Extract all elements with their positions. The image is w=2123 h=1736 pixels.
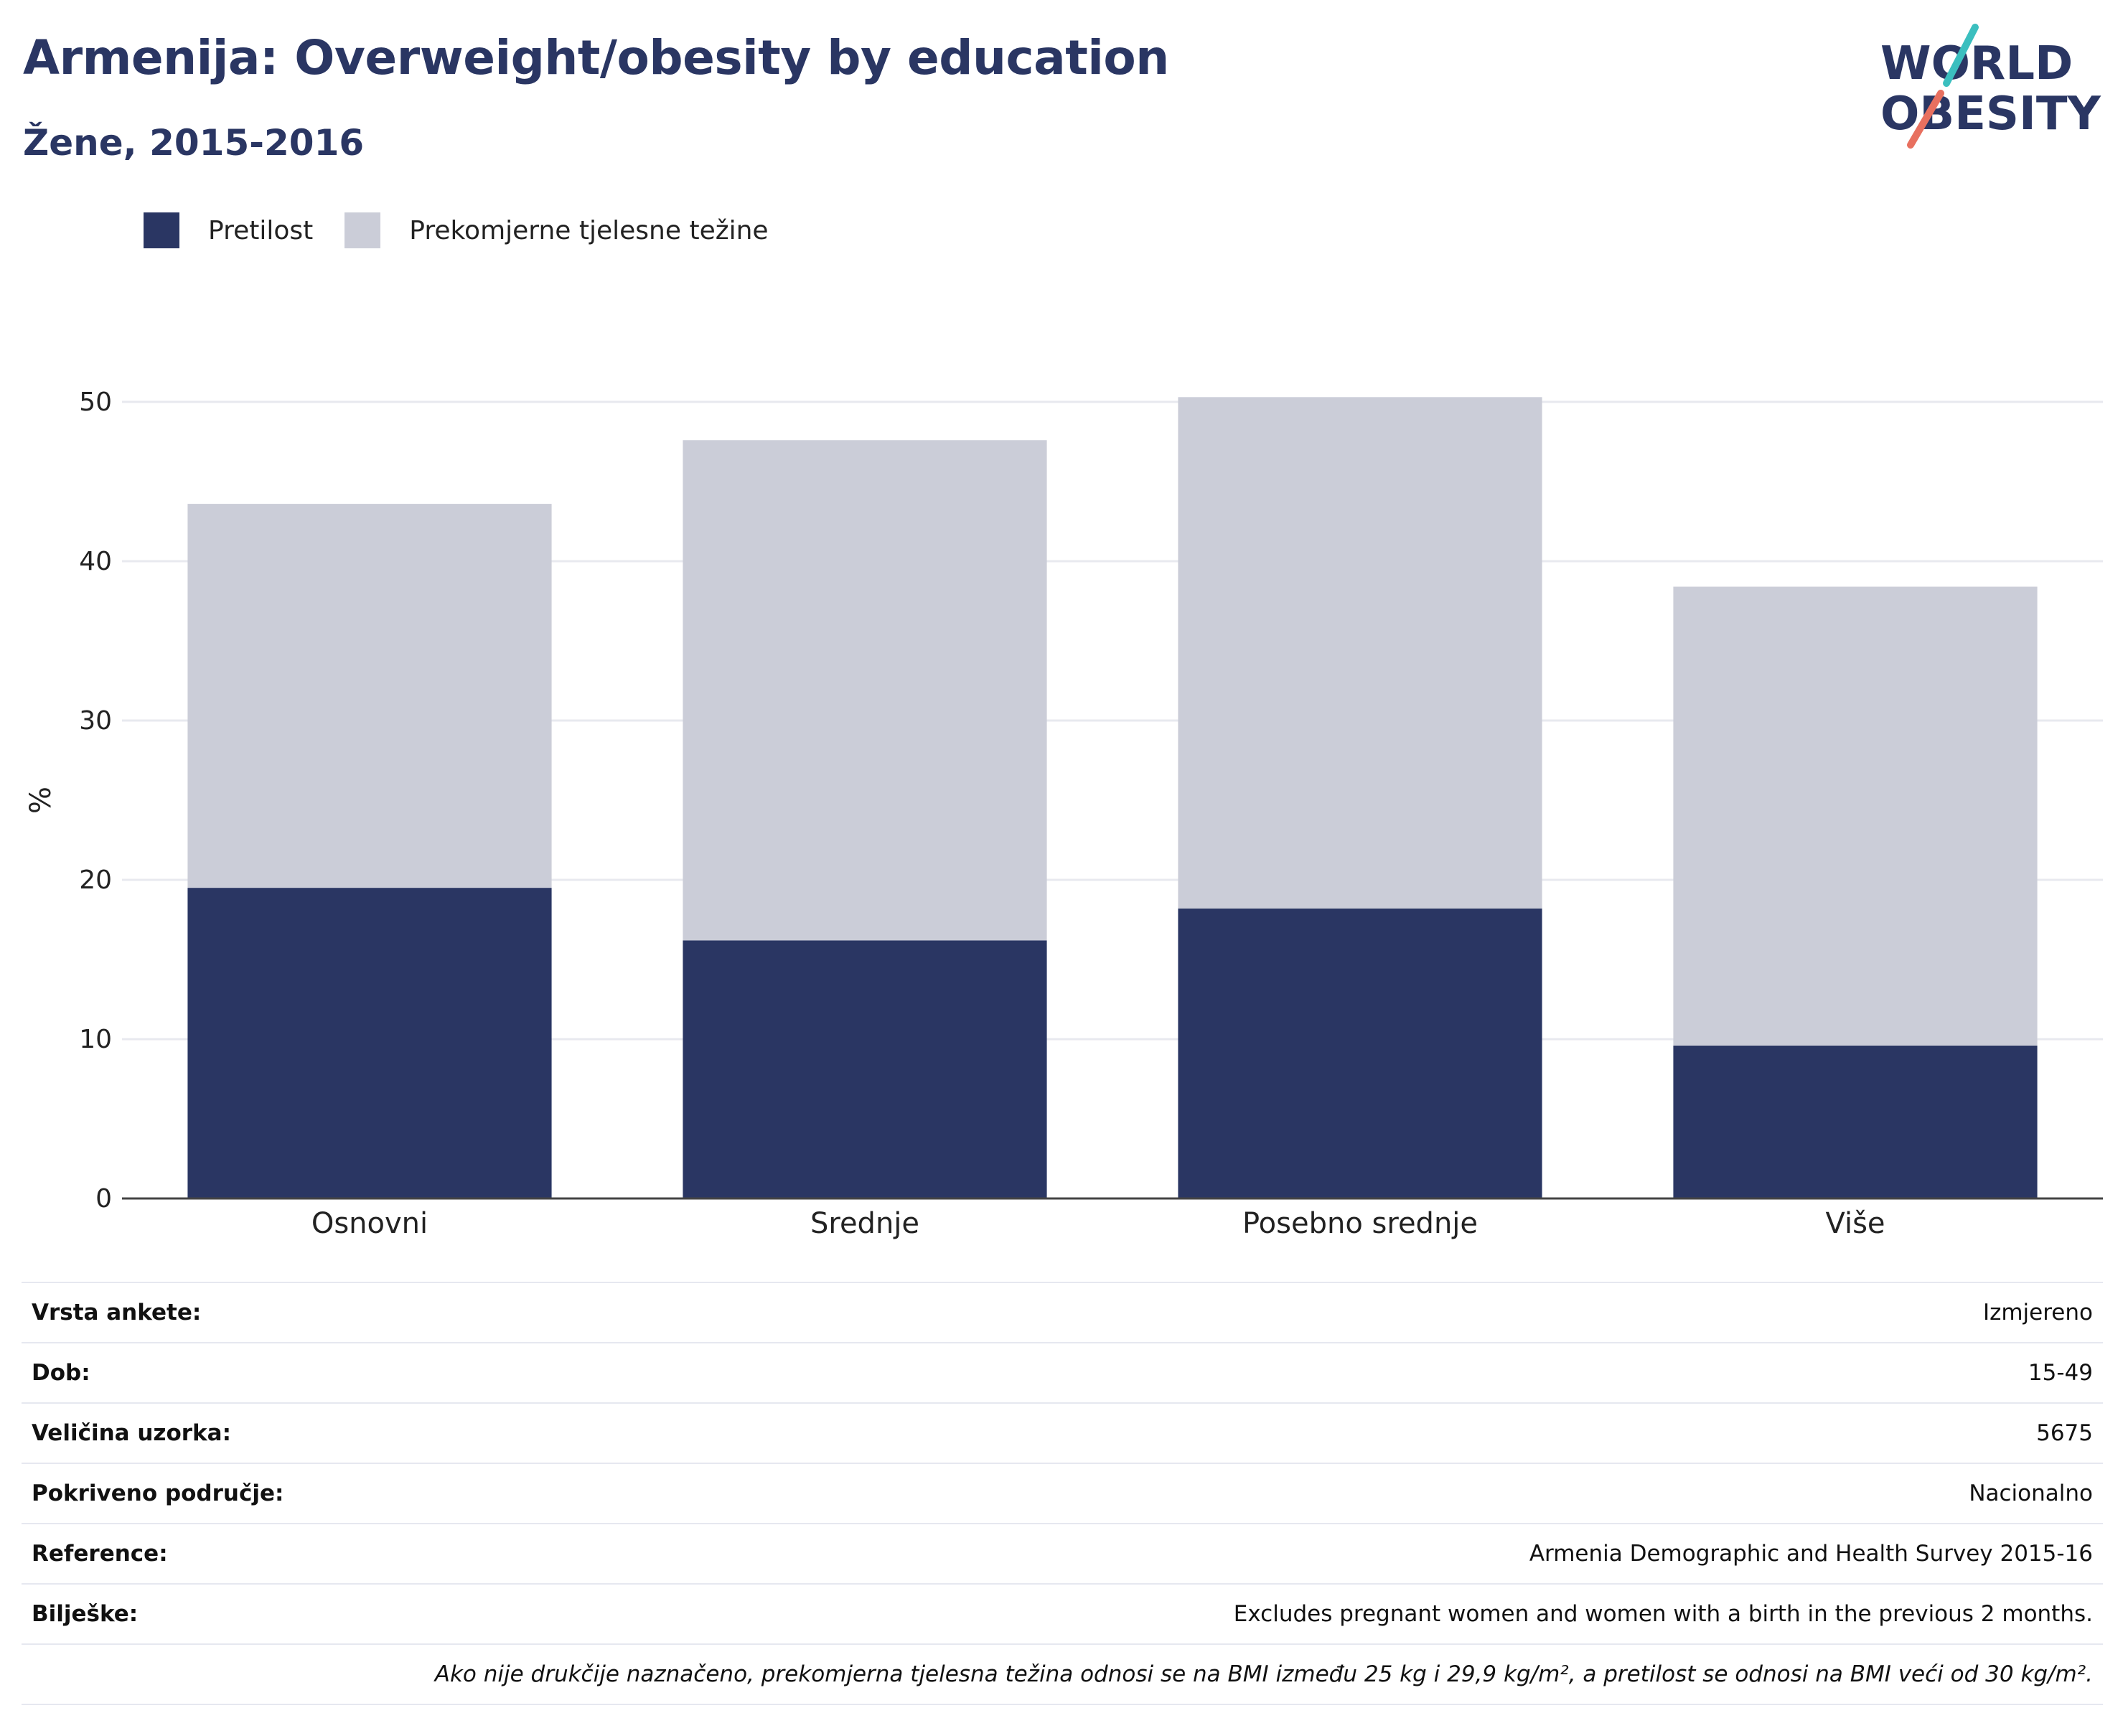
bar-prekomjerne <box>1673 586 2038 1046</box>
info-row-notes: Bilješke: Excludes pregnant women and wo… <box>22 1584 2103 1645</box>
info-value: Armenia Demographic and Health Survey 20… <box>513 1524 2103 1585</box>
chart-title: Armenija: Overweight/obesity by educatio… <box>23 30 1169 85</box>
info-label: Bilješke: <box>22 1584 514 1645</box>
info-label: Vrsta ankete: <box>22 1282 514 1343</box>
stacked-bar-chart: 0 10 20 30 40 50% Osnovni Srednje Posebno srednj… <box>24 388 2103 1240</box>
bar-pretilost <box>1178 908 1542 1198</box>
x-tick-label: Srednje <box>810 1207 919 1240</box>
info-label: Reference: <box>22 1524 514 1585</box>
info-row-area: Pokriveno područje: Nacionalno <box>22 1463 2103 1524</box>
legend-item-pretilost[interactable]: Pretilost <box>144 212 313 248</box>
info-label: Pokriveno područje: <box>22 1463 514 1524</box>
footnote: Ako nije drukčije naznačeno, prekomjerna… <box>22 1644 2103 1705</box>
chart-legend: Pretilost Prekomjerne tjelesne težine <box>144 212 800 248</box>
bar-pretilost <box>683 940 1047 1198</box>
logo-line1: WORLD <box>1880 37 2073 90</box>
y-axis-label: % <box>24 787 57 814</box>
info-value: 15-49 <box>513 1343 2103 1404</box>
bar-prekomjerne <box>683 440 1047 941</box>
bar-pretilost <box>187 888 552 1198</box>
legend-swatch-pretilost <box>144 212 179 248</box>
info-value: Nacionalno <box>513 1463 2103 1524</box>
info-label: Dob: <box>22 1343 514 1404</box>
legend-label-pretilost: Pretilost <box>208 215 314 245</box>
legend-label-prekomjerne: Prekomjerne tjelesne težine <box>409 215 769 245</box>
legend-swatch-prekomjerne <box>345 212 381 248</box>
y-tick-label: 50 <box>79 388 112 417</box>
info-label: Veličina uzorka: <box>22 1403 514 1464</box>
world-obesity-logo: WORLD OBESITY <box>1880 24 2101 149</box>
y-tick-label: 0 <box>95 1184 112 1214</box>
x-tick-label: Osnovni <box>311 1207 428 1240</box>
info-value: Excludes pregnant women and women with a… <box>513 1584 2103 1645</box>
logo-line2: OBESITY <box>1880 88 2101 141</box>
survey-info-table: Vrsta ankete: Izmjereno Dob: 15-49 Velič… <box>22 1282 2103 1705</box>
info-row-footnote: Ako nije drukčije naznačeno, prekomjerna… <box>22 1644 2103 1705</box>
bar-pretilost <box>1673 1045 2038 1198</box>
bar-prekomjerne <box>1178 397 1542 909</box>
legend-item-prekomjerne[interactable]: Prekomjerne tjelesne težine <box>345 212 769 248</box>
x-tick-label: Više <box>1825 1207 1885 1240</box>
chart-subtitle: Žene, 2015-2016 <box>23 122 365 164</box>
info-row-sample-size: Veličina uzorka: 5675 <box>22 1403 2103 1464</box>
info-row-reference: Reference: Armenia Demographic and Healt… <box>22 1524 2103 1585</box>
bar-prekomjerne <box>187 504 552 888</box>
info-value: 5675 <box>513 1403 2103 1464</box>
y-tick-label: 10 <box>79 1025 112 1054</box>
y-tick-label: 40 <box>79 547 112 576</box>
info-row-age: Dob: 15-49 <box>22 1343 2103 1404</box>
y-tick-label: 30 <box>79 706 112 736</box>
info-value: Izmjereno <box>513 1282 2103 1343</box>
info-row-survey-type: Vrsta ankete: Izmjereno <box>22 1282 2103 1343</box>
y-tick-label: 20 <box>79 865 112 895</box>
x-tick-label: Posebno srednje <box>1242 1207 1478 1240</box>
